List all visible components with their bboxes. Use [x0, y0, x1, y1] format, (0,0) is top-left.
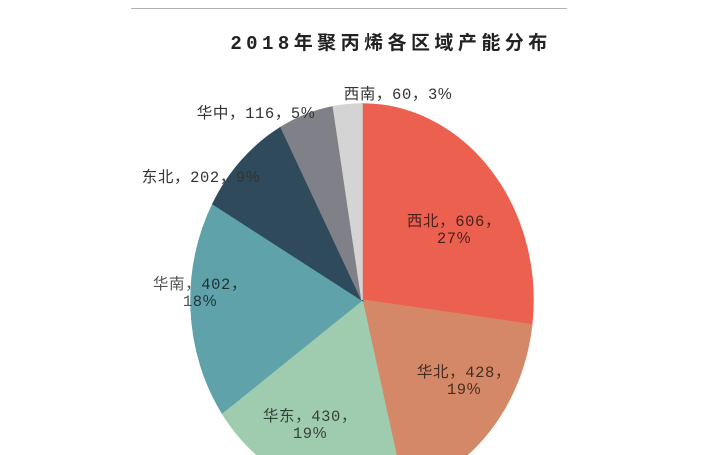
svg-text:18%: 18% — [183, 293, 217, 311]
svg-text:华中，116，5%: 华中，116，5% — [197, 104, 315, 123]
svg-text:19%: 19% — [447, 381, 481, 399]
svg-text:华东，430，: 华东，430， — [263, 407, 357, 426]
svg-text:西南，60，3%: 西南，60，3% — [344, 85, 453, 104]
svg-text:华北，428，: 华北，428， — [417, 363, 511, 382]
svg-text:27%: 27% — [437, 230, 471, 248]
svg-text:西北，606，: 西北，606， — [407, 212, 501, 231]
svg-text:19%: 19% — [293, 425, 327, 443]
svg-text:华南，402，: 华南，402， — [153, 275, 247, 294]
svg-text:东北，202，9%: 东北，202，9% — [142, 168, 260, 187]
